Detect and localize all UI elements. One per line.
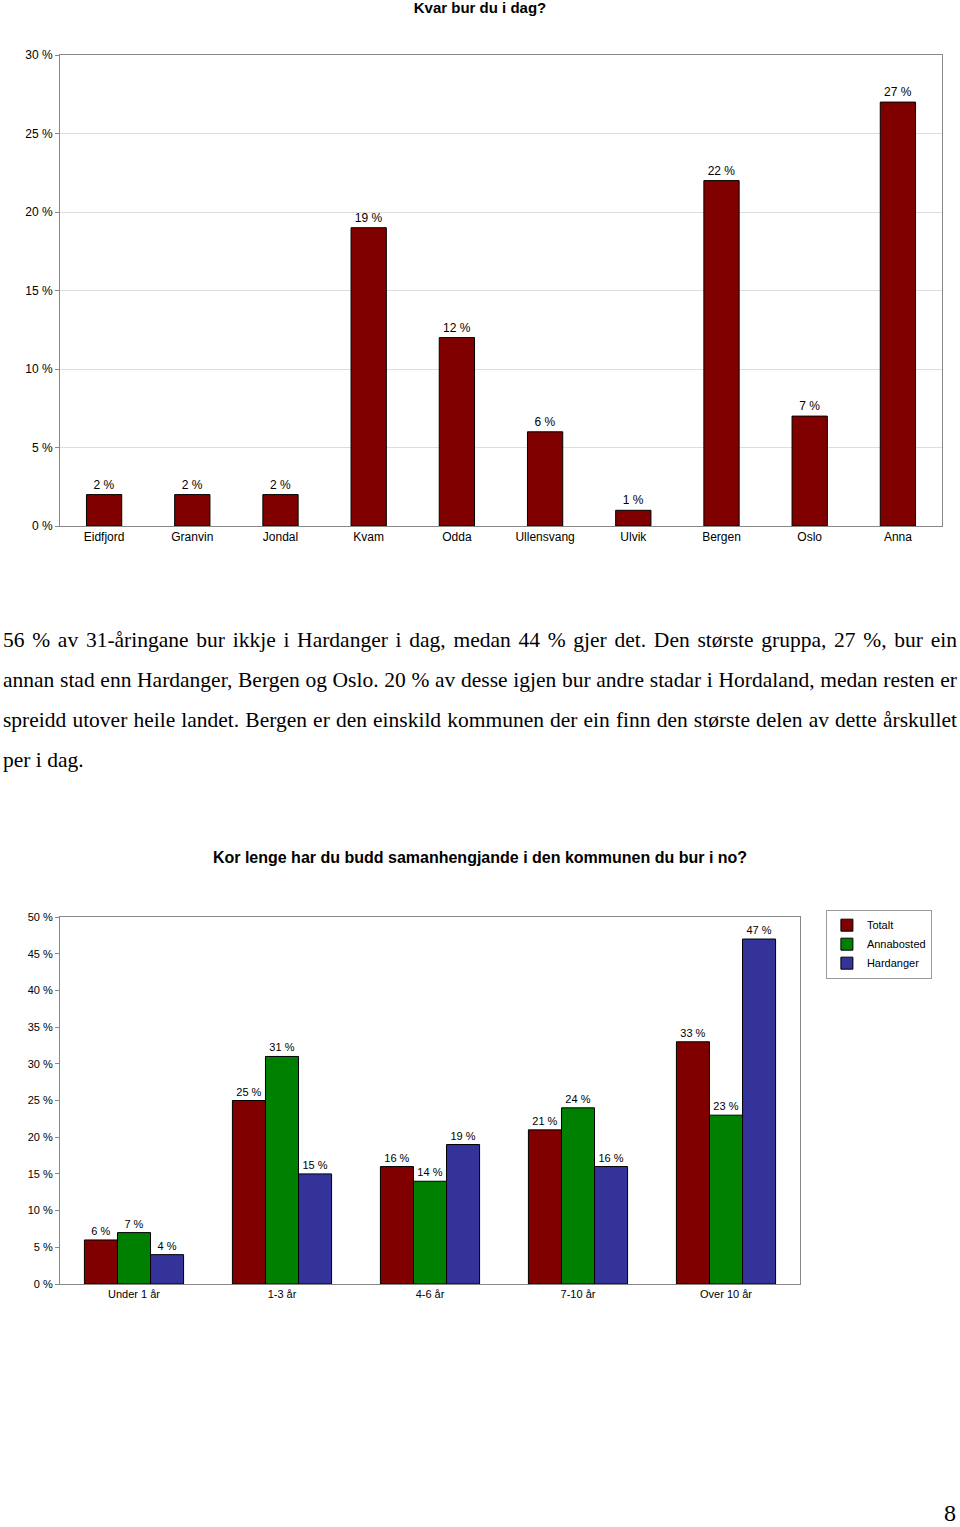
svg-text:27 %: 27 % — [884, 85, 912, 99]
svg-text:19 %: 19 % — [355, 211, 383, 225]
svg-text:Bergen: Bergen — [702, 530, 741, 544]
svg-text:16 %: 16 % — [598, 1152, 623, 1164]
svg-text:10 %: 10 % — [28, 1204, 53, 1216]
svg-text:5 %: 5 % — [34, 1241, 53, 1253]
svg-text:30 %: 30 % — [28, 1058, 53, 1070]
svg-text:40 %: 40 % — [28, 984, 53, 996]
svg-text:0 %: 0 % — [34, 1278, 53, 1290]
svg-text:7-10 år: 7-10 år — [561, 1288, 596, 1300]
svg-text:19 %: 19 % — [450, 1130, 475, 1142]
svg-text:0 %: 0 % — [32, 519, 53, 533]
svg-text:Under 1 år: Under 1 år — [108, 1288, 160, 1300]
svg-text:21 %: 21 % — [532, 1115, 557, 1127]
svg-text:2 %: 2 % — [182, 478, 203, 492]
svg-text:25 %: 25 % — [25, 127, 53, 141]
svg-text:Kor lenge har du budd samanhen: Kor lenge har du budd samanhengjande i d… — [213, 849, 747, 866]
svg-text:1 %: 1 % — [623, 493, 644, 507]
svg-text:5 %: 5 % — [32, 441, 53, 455]
svg-text:15 %: 15 % — [302, 1159, 327, 1171]
svg-text:Hardanger: Hardanger — [867, 957, 919, 969]
svg-text:30 %: 30 % — [25, 48, 53, 62]
svg-text:4 %: 4 % — [157, 1240, 176, 1252]
svg-text:20 %: 20 % — [25, 205, 53, 219]
svg-text:31 %: 31 % — [269, 1041, 294, 1053]
svg-text:1-3 år: 1-3 år — [268, 1288, 297, 1300]
svg-text:12 %: 12 % — [443, 321, 471, 335]
svg-text:45 %: 45 % — [28, 948, 53, 960]
svg-text:Jondal: Jondal — [263, 530, 298, 544]
svg-text:Odda: Odda — [442, 530, 472, 544]
svg-text:Granvin: Granvin — [171, 530, 213, 544]
svg-text:Over 10 år: Over 10 år — [700, 1288, 752, 1300]
svg-text:47 %: 47 % — [746, 924, 771, 936]
svg-text:23 %: 23 % — [713, 1100, 738, 1112]
svg-text:25 %: 25 % — [28, 1094, 53, 1106]
svg-text:7 %: 7 % — [124, 1218, 143, 1230]
svg-text:2 %: 2 % — [270, 478, 291, 492]
svg-text:Ullensvang: Ullensvang — [515, 530, 574, 544]
svg-text:Eidfjord: Eidfjord — [84, 530, 125, 544]
svg-text:Kvar bur du i dag?: Kvar bur du i dag? — [414, 0, 547, 16]
html-text:8: 8 — [944, 1500, 956, 1526]
svg-text:33 %: 33 % — [680, 1027, 705, 1039]
svg-text:2 %: 2 % — [94, 478, 115, 492]
svg-text:Kvam: Kvam — [353, 530, 384, 544]
svg-text:50 %: 50 % — [28, 911, 53, 923]
svg-text:14 %: 14 % — [417, 1166, 442, 1178]
svg-text:25 %: 25 % — [236, 1086, 261, 1098]
svg-text:24 %: 24 % — [565, 1093, 590, 1105]
svg-text:15 %: 15 % — [25, 284, 53, 298]
svg-text:20 %: 20 % — [28, 1131, 53, 1143]
svg-text:15 %: 15 % — [28, 1168, 53, 1180]
svg-text:6 %: 6 % — [535, 415, 556, 429]
html-text:56 % av 31-åringane bur ikkje: 56 % av 31-åringane bur ikkje i Hardange… — [3, 628, 957, 772]
svg-text:22 %: 22 % — [708, 164, 736, 178]
svg-text:6 %: 6 % — [91, 1225, 110, 1237]
svg-text:Anna: Anna — [884, 530, 912, 544]
svg-text:4-6 år: 4-6 år — [416, 1288, 445, 1300]
svg-text:Ulvik: Ulvik — [620, 530, 647, 544]
svg-text:16 %: 16 % — [384, 1152, 409, 1164]
svg-text:Oslo: Oslo — [797, 530, 822, 544]
svg-text:35 %: 35 % — [28, 1021, 53, 1033]
svg-text:10 %: 10 % — [25, 362, 53, 376]
svg-text:7 %: 7 % — [799, 399, 820, 413]
svg-text:Totalt: Totalt — [867, 919, 893, 931]
svg-text:Annabosted: Annabosted — [867, 938, 926, 950]
